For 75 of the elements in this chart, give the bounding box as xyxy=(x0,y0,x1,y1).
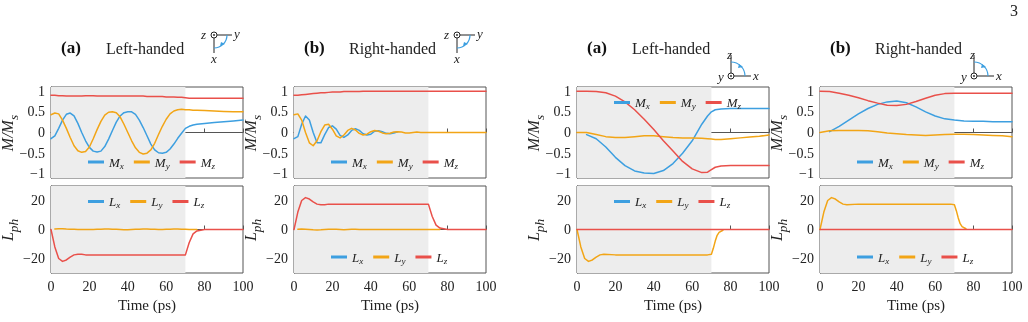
y-tick-label: 0 xyxy=(807,125,814,140)
y-tick-label: 0.5 xyxy=(796,104,814,120)
y-tick-label: −20 xyxy=(266,251,288,266)
y-tick-label: 0 xyxy=(38,125,45,140)
x-tick-label: 40 xyxy=(363,278,378,294)
y-tick-label: −1 xyxy=(30,166,45,182)
line-series xyxy=(293,113,487,147)
x-tick-label: 100 xyxy=(475,278,497,294)
x-tick-label: 100 xyxy=(758,278,780,294)
line-series xyxy=(293,196,487,231)
y-tick-label: −0.5 xyxy=(19,145,45,161)
x-tick-label: 60 xyxy=(402,278,417,294)
x-axis-title: Time (ps) xyxy=(117,297,177,315)
line-series xyxy=(576,228,724,263)
line-series xyxy=(576,90,770,174)
line-series xyxy=(819,129,1013,138)
line-series xyxy=(576,131,770,141)
x-tick-label: 20 xyxy=(851,278,866,294)
y-tick-label: −0.5 xyxy=(262,145,288,161)
y-tick-label: 0 xyxy=(807,222,814,237)
chart-title: (a) xyxy=(587,38,607,57)
x-tick-label: 20 xyxy=(82,278,97,294)
y-tick-label: 0.5 xyxy=(270,104,288,120)
y-tick-label: 0 xyxy=(564,222,571,237)
x-tick-label: 80 xyxy=(197,278,212,294)
x-tick-label: 40 xyxy=(889,278,904,294)
y-tick-label: 0.5 xyxy=(553,104,571,120)
y-tick-label: 1 xyxy=(564,83,571,99)
y-tick-label: −1 xyxy=(556,166,571,182)
text: 3 xyxy=(1010,2,1018,20)
y-tick-label: −20 xyxy=(549,251,571,266)
chart-subtitle: Left-handed xyxy=(106,39,185,57)
y-tick-label: 1 xyxy=(807,83,814,99)
y-tick-label: 20 xyxy=(274,193,288,208)
x-axis-title: Time (ps) xyxy=(886,297,946,315)
y-tick-label: −20 xyxy=(23,251,45,266)
y-tick-label: −1 xyxy=(273,166,288,182)
x-tick-label: 100 xyxy=(232,278,254,294)
x-tick-label: 100 xyxy=(1001,278,1023,294)
line-series xyxy=(50,228,244,263)
y-tick-label: 20 xyxy=(800,193,814,208)
y-tick-label: 1 xyxy=(281,83,288,99)
chart-title: (a) xyxy=(61,38,81,57)
y-tick-label: 20 xyxy=(557,193,571,208)
line-series xyxy=(819,196,967,231)
x-tick-label: 80 xyxy=(440,278,455,294)
line-series xyxy=(293,115,399,144)
x-tick-label: 80 xyxy=(966,278,981,294)
x-tick-label: 40 xyxy=(120,278,135,294)
x-tick-label: 20 xyxy=(608,278,623,294)
line-series xyxy=(585,107,770,175)
x-tick-label: 80 xyxy=(723,278,738,294)
x-tick-label: 20 xyxy=(325,278,340,294)
y-tick-label: 1 xyxy=(38,83,45,99)
x-axis-title: Time (ps) xyxy=(643,297,703,315)
y-tick-label: 0 xyxy=(281,222,288,237)
y-tick-label: 0 xyxy=(281,125,288,140)
y-tick-label: −1 xyxy=(799,166,814,182)
x-tick-label: 60 xyxy=(685,278,700,294)
y-tick-label: −0.5 xyxy=(788,145,814,161)
y-tick-label: −0.5 xyxy=(545,145,571,161)
y-tick-label: −20 xyxy=(792,251,814,266)
y-tick-label: 20 xyxy=(31,193,45,208)
line-series xyxy=(819,90,1013,107)
chart-subtitle: Right-handed xyxy=(349,39,437,58)
y-tick-label: 0 xyxy=(564,125,571,140)
x-axis-title: Time (ps) xyxy=(360,297,420,315)
x-tick-label: 60 xyxy=(159,278,174,294)
y-tick-label: 0.5 xyxy=(27,104,45,120)
chart-title: (b) xyxy=(304,38,325,57)
x-tick-label: 60 xyxy=(928,278,943,294)
chart-title: (b) xyxy=(830,38,851,57)
y-tick-label: 0 xyxy=(38,222,45,237)
chart-subtitle: Left-handed xyxy=(632,39,711,57)
x-tick-label: 40 xyxy=(646,278,661,294)
